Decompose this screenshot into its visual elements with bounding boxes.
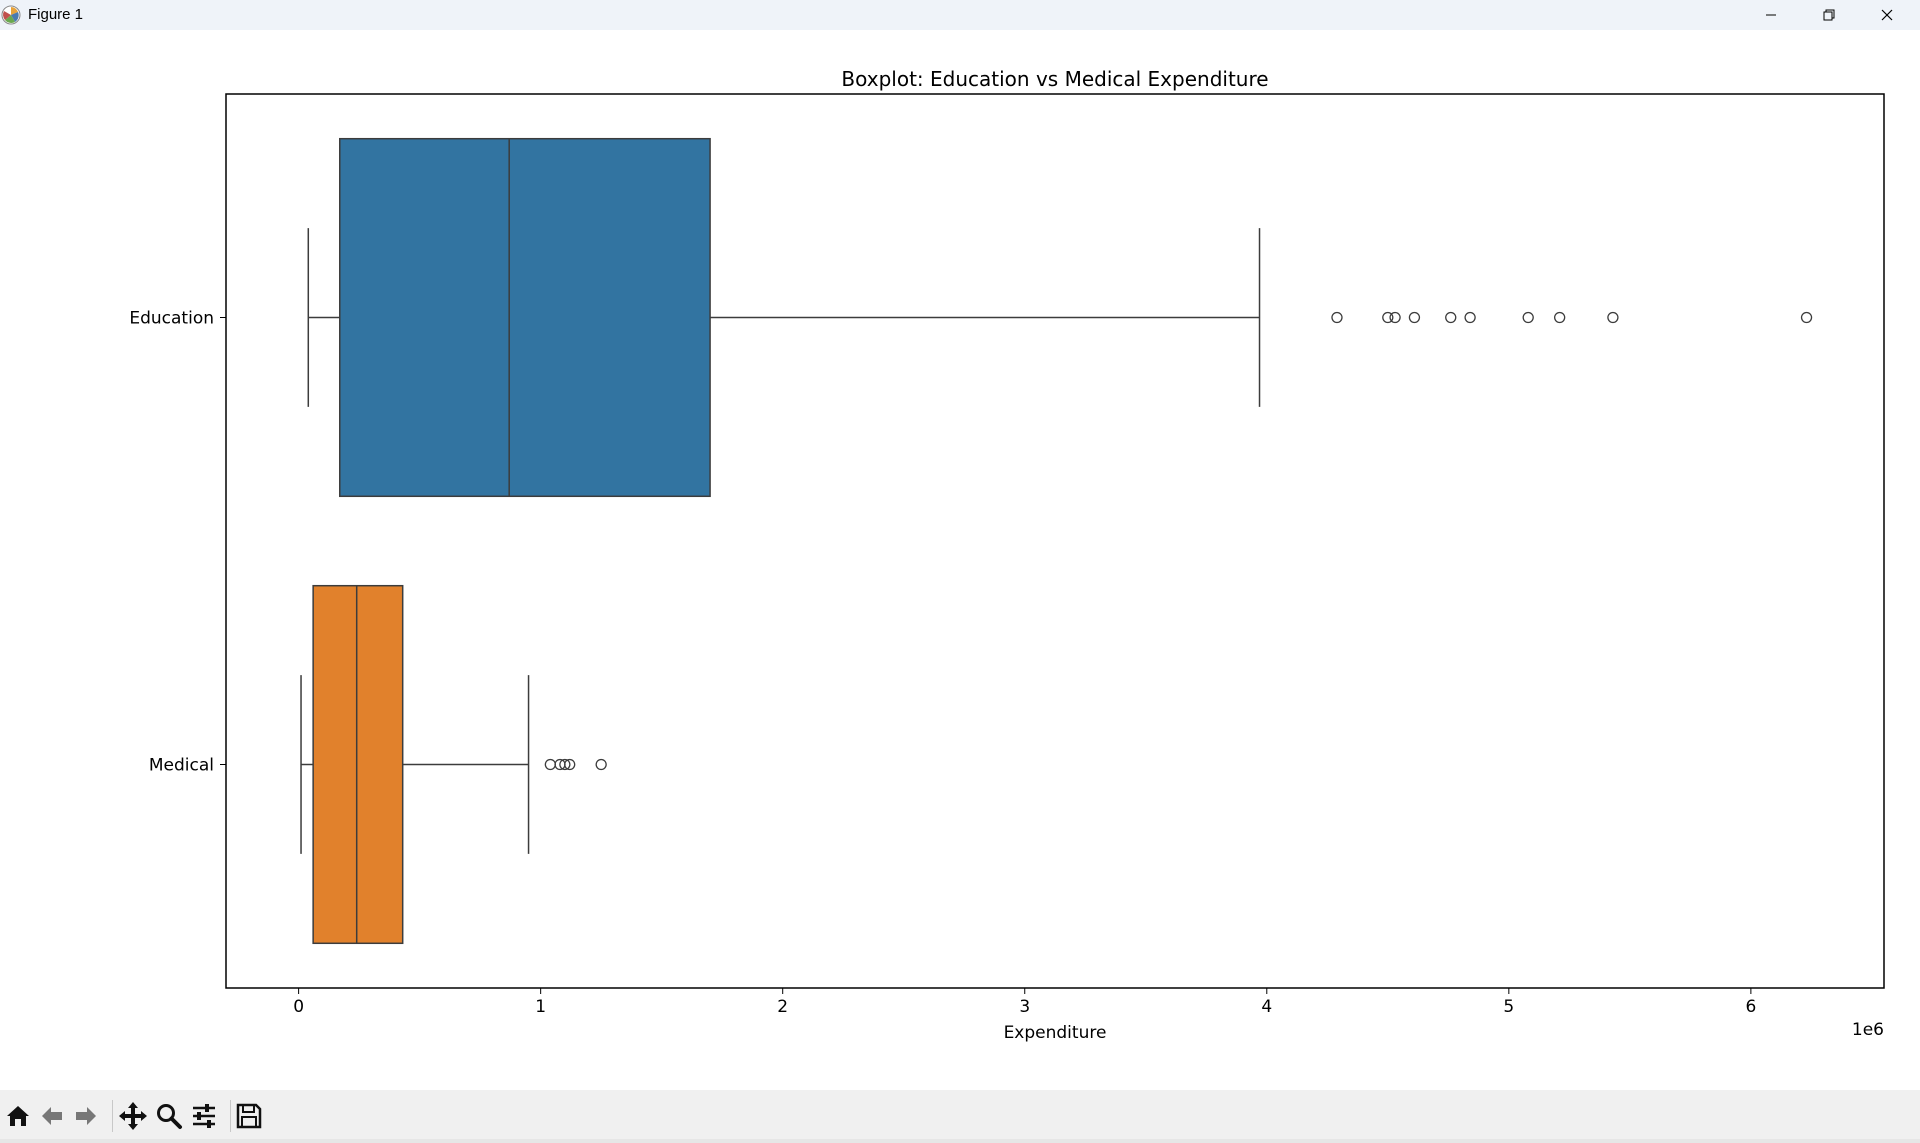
outlier-point — [1445, 311, 1457, 324]
y-tick-label: Education — [129, 309, 214, 329]
matplotlib-logo-icon — [1, 5, 21, 25]
back-arrow-icon — [42, 1107, 62, 1125]
minimize-icon — [1766, 14, 1776, 16]
restore-button[interactable] — [1800, 0, 1858, 30]
outlier-point — [1331, 311, 1343, 324]
window-titlebar: Figure 1 — [0, 0, 1920, 30]
configure-subplots-button[interactable] — [188, 1100, 220, 1132]
restore-icon — [1823, 9, 1835, 21]
plot-frame — [225, 93, 1885, 989]
forward-arrow-icon — [76, 1107, 96, 1125]
x-axis-offset-label: 1e6 — [1852, 1020, 1884, 1040]
outlier-point — [1382, 311, 1394, 324]
zoom-button[interactable] — [153, 1100, 185, 1132]
toolbar-separator — [112, 1100, 113, 1132]
close-icon — [1881, 9, 1893, 21]
pan-icon — [119, 1102, 147, 1130]
toolbar-separator — [230, 1100, 231, 1132]
x-tick-label: 6 — [1745, 997, 1756, 1017]
outlier-point — [1800, 311, 1813, 324]
x-tick-label: 5 — [1503, 997, 1514, 1017]
box-education — [339, 137, 711, 498]
outlier-point — [559, 758, 571, 771]
window-title: Figure 1 — [28, 6, 84, 23]
pan-button[interactable] — [117, 1100, 149, 1132]
x-tick-label: 2 — [777, 997, 788, 1017]
toolbar-border — [0, 1139, 1920, 1143]
configure-subplots-icon — [193, 1104, 215, 1128]
x-tick-label: 1 — [535, 997, 546, 1017]
home-icon — [7, 1106, 29, 1126]
zoom-icon — [157, 1104, 182, 1129]
outlier-point — [1389, 311, 1401, 324]
outlier-point — [564, 758, 576, 771]
x-axis-label: Expenditure — [1004, 1023, 1107, 1043]
forward-button[interactable] — [70, 1100, 102, 1132]
boxplot-chart: Boxplot: Education vs Medical Expenditur… — [129, 67, 1885, 1043]
save-button[interactable] — [233, 1100, 265, 1132]
outlier-point — [1607, 311, 1619, 324]
x-tick-label: 0 — [293, 997, 304, 1017]
outlier-point — [1522, 311, 1534, 324]
save-icon — [236, 1103, 262, 1129]
outlier-point — [1408, 311, 1421, 324]
home-button[interactable] — [2, 1100, 34, 1132]
y-tick-label: Medical — [149, 756, 214, 776]
back-button[interactable] — [36, 1100, 68, 1132]
outlier-point — [1464, 311, 1476, 324]
figure-canvas: Boxplot: Education vs Medical Expenditur… — [0, 30, 1920, 1090]
outlier-point — [544, 758, 556, 771]
close-button[interactable] — [1858, 0, 1916, 30]
minimize-button[interactable] — [1742, 0, 1800, 30]
outlier-point — [1554, 311, 1566, 324]
navigation-toolbar — [0, 1090, 1920, 1143]
x-tick-label: 3 — [1019, 997, 1030, 1017]
chart-title: Boxplot: Education vs Medical Expenditur… — [841, 67, 1268, 91]
box-medical — [312, 584, 404, 945]
outlier-point — [595, 758, 607, 771]
x-tick-label: 4 — [1261, 997, 1272, 1017]
